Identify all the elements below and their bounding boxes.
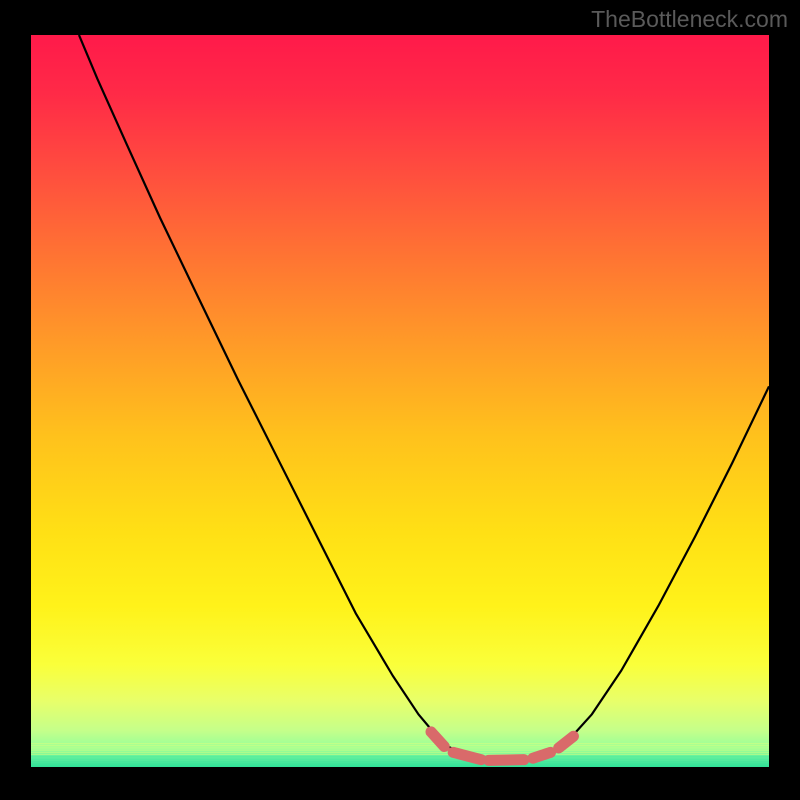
valley-marker-segment [533, 752, 551, 758]
valley-marker-segment [489, 760, 524, 761]
watermark-text: TheBottleneck.com [591, 6, 788, 33]
gradient-background [31, 35, 769, 767]
valley-marker-segment [453, 752, 481, 759]
chart-plot-area [31, 35, 769, 767]
bottleneck-curve-chart [31, 35, 769, 767]
